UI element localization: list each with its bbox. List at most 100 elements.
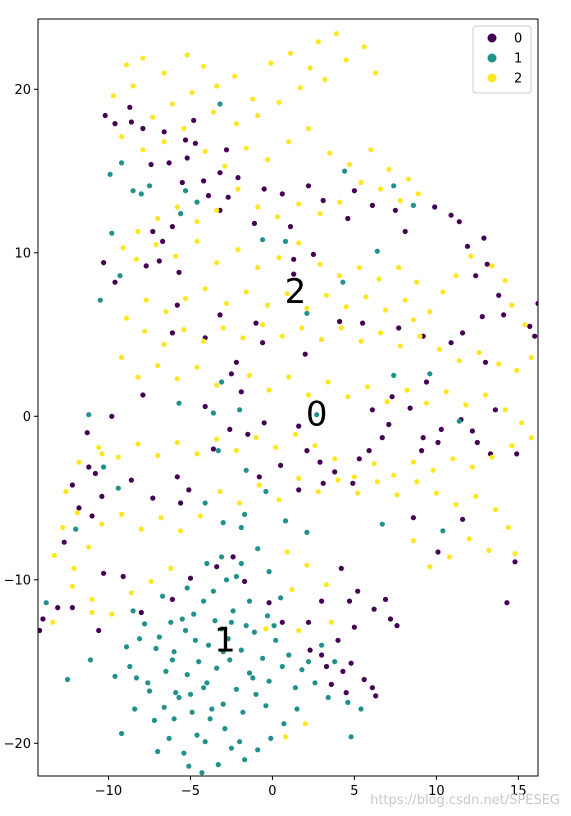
- series-0-point: [302, 351, 308, 357]
- series-0-point: [456, 219, 462, 225]
- series-0-point: [225, 194, 231, 200]
- series-2-point: [512, 551, 518, 557]
- series-1-point: [273, 637, 279, 643]
- series-2-point: [255, 264, 261, 271]
- series-1-point: [204, 680, 210, 686]
- series-0-point: [338, 565, 344, 572]
- series-0-point: [360, 320, 366, 326]
- series-2-point: [376, 276, 382, 282]
- series-2-point: [115, 454, 121, 460]
- series-2-point: [135, 441, 141, 447]
- series-0-point: [101, 260, 107, 266]
- series-2-point: [305, 392, 312, 398]
- series-1-point: [294, 706, 300, 712]
- series-2-point: [345, 394, 351, 400]
- series-0-point: [337, 318, 343, 325]
- series-2-point: [263, 626, 269, 632]
- series-0-point: [460, 516, 466, 522]
- series-1-point: [237, 407, 243, 413]
- series-2-point: [214, 207, 220, 213]
- series-2-point: [397, 343, 403, 349]
- series-1-point: [202, 500, 208, 506]
- series-0-point: [191, 117, 197, 123]
- series-0-point: [256, 474, 262, 480]
- series-2-point: [312, 443, 318, 449]
- series-2-point: [492, 506, 498, 513]
- x-axis: −10 −5 0 5 10 15: [95, 776, 527, 799]
- series-0-point: [419, 448, 425, 454]
- series-2-point: [253, 435, 259, 441]
- series-1-point: [163, 668, 169, 675]
- series-0-point: [40, 616, 46, 622]
- series-2-point: [123, 315, 130, 321]
- series-0-point: [223, 147, 230, 153]
- series-2-point: [135, 228, 141, 235]
- series-0-point: [69, 482, 75, 488]
- y-tick-label: −10: [4, 573, 31, 588]
- series-2-point: [202, 148, 208, 154]
- series-1-point: [253, 691, 259, 697]
- series-0-point: [464, 243, 471, 249]
- x-tick-label: 15: [510, 784, 527, 799]
- series-0-point: [101, 570, 107, 576]
- series-2-point: [150, 114, 156, 120]
- series-0-point: [251, 220, 257, 226]
- series-1-point: [250, 675, 256, 681]
- series-2-point: [327, 150, 333, 156]
- series-1-point: [168, 619, 174, 625]
- series-2-point: [71, 565, 77, 572]
- series-0-point: [253, 320, 259, 326]
- series-2-point: [161, 139, 167, 145]
- series-0-point: [369, 407, 375, 413]
- series-0-point: [307, 647, 313, 653]
- series-2-point: [143, 297, 149, 303]
- series-1-point: [220, 649, 226, 655]
- series-0-point: [261, 420, 267, 426]
- series-0-point: [205, 193, 212, 199]
- plot-frame: [37, 18, 539, 777]
- series-0-point: [179, 179, 185, 186]
- series-2-point: [222, 163, 228, 169]
- series-0-point: [369, 685, 375, 691]
- series-1-point: [305, 659, 312, 665]
- series-2-point: [450, 456, 456, 462]
- series-1-point: [171, 716, 177, 722]
- series-2-point: [304, 562, 310, 568]
- series-1-point: [268, 735, 274, 742]
- series-2-point: [142, 328, 148, 334]
- series-2-point: [153, 242, 159, 248]
- series-1-point: [214, 665, 220, 671]
- series-0-point: [156, 258, 162, 264]
- series-1-point: [86, 412, 92, 418]
- series-2-point: [264, 157, 271, 163]
- series-2-point: [140, 55, 146, 61]
- series-2-point: [430, 467, 436, 473]
- series-0-point: [335, 637, 341, 643]
- series-2-point: [284, 291, 290, 297]
- series-2-point: [410, 459, 416, 465]
- series-2-point: [319, 336, 325, 343]
- series-2-point: [292, 431, 298, 437]
- series-1-point: [137, 636, 143, 642]
- series-1-point: [340, 279, 346, 285]
- series-1-point: [251, 629, 257, 635]
- series-1-point: [130, 608, 136, 614]
- series-1-point: [227, 657, 233, 663]
- series-2-point: [363, 294, 369, 300]
- series-0-point: [420, 435, 426, 441]
- series-2-point: [463, 402, 469, 408]
- series-2-point: [440, 289, 446, 295]
- series-1-point: [391, 372, 397, 378]
- series-0-point: [386, 421, 392, 428]
- y-tick-label: 0: [23, 410, 31, 425]
- series-2-point: [317, 261, 323, 267]
- series-2-point: [364, 384, 371, 390]
- series-0-point: [332, 469, 338, 475]
- series-1-point: [263, 488, 269, 495]
- series-2-point: [414, 479, 420, 485]
- series-0-point: [345, 215, 351, 222]
- series-2-point: [437, 346, 443, 352]
- series-0-point: [99, 493, 105, 499]
- series-1-point: [189, 709, 195, 715]
- series-1-point: [153, 645, 159, 652]
